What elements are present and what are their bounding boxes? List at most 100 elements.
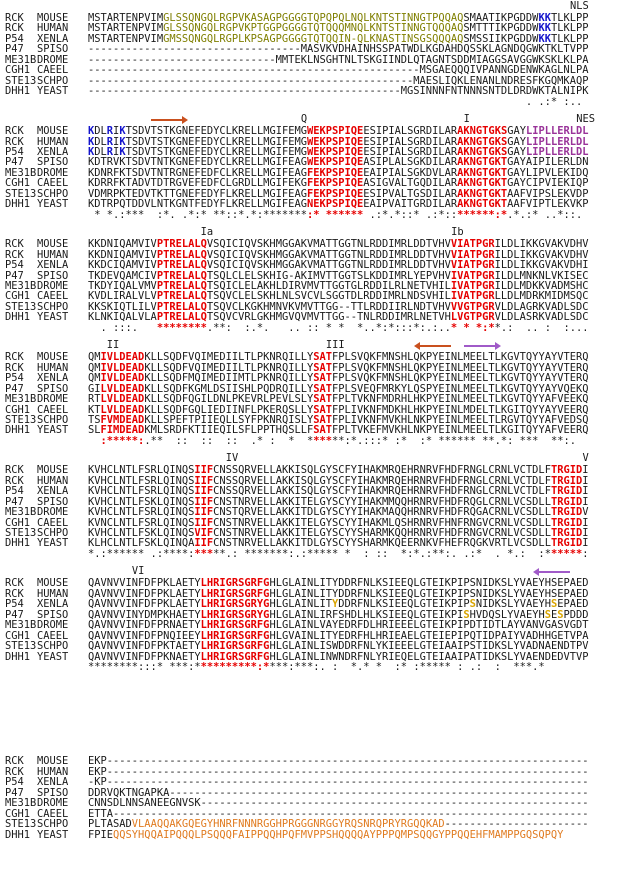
sequence-segment: I [582, 527, 589, 540]
sequence-segment: QM [88, 372, 101, 385]
species-label: HUMAN [37, 248, 69, 261]
sequence-segment: GLSSQNGQLRGPVKASAGPGGGGTQPQPQLNQLKNTSTIN… [163, 12, 464, 24]
alignment-row: P47 SPISO TKDEVQAMCIVPTRELALQTSQLCLELSKHIG… [0, 269, 624, 282]
gene-label: P47 [5, 269, 24, 282]
alignment-row: P54 XENLA -KP-----------------------------… [0, 777, 624, 788]
sequence: QAVNVVINFDFPKLAETYLHRIGRSGRYGHLGLAINLITY… [88, 599, 589, 609]
consensus-row: *.:****** .:****:*****.: *******:.:*****… [0, 549, 624, 559]
sequence-segment: TRGID [550, 516, 583, 529]
alignment-row: CGH1 CAEEL KVNCLNTLFSRLQINQSIIFCNSTNRVELLA… [0, 516, 624, 529]
sequence-segment: TSQVCVRLGKHMGVQVMVTTGG--TNLRDDIMRLNETVH [206, 311, 451, 324]
sequence: TSFVMDEADKLLSPEFTPIIEQLLSYFPKNRQISLYSATF… [88, 415, 588, 425]
species-label: SCHPO [37, 527, 69, 540]
sequence-segment: WEKPSPIQE [306, 156, 364, 169]
gene-label: ME31B [5, 53, 37, 66]
gene-label: ME31B [5, 279, 37, 292]
sequence-segment: ----------------------------------------… [169, 786, 589, 799]
sequence-segment: FPLTVKEFMVKHLNKPYEINLMEELTLKGITQYYAFVEER… [332, 424, 589, 437]
sequence-segment: GLSSQNGQLRGPVKPTGGPGGGGTQTQQQMNQLKNTSTIN… [163, 22, 464, 35]
species-label: HUMAN [37, 135, 69, 148]
sequence-segment: VIATPGR [450, 259, 495, 272]
alignment-row: STE13 SCHPO KVHCLNTLFSKLQINQSVIFCNSTNRVELL… [0, 527, 624, 540]
species-label: MOUSE [37, 577, 69, 590]
sequence-segment: AAFVIPSLEKVDP [507, 187, 589, 200]
sequence-segment: AKNGTGKS [457, 145, 508, 158]
sequence-segment: Y [332, 598, 339, 611]
sequence-segment: TSDVTSTKGNEFEDYCLKRELLMGIFEMG [125, 145, 307, 158]
sequence-segment: **.: *******:.:***** * : :: *:*.:**:. .:… [213, 547, 551, 560]
sequence-segment: KVHCLNTLFSRLQINQS [88, 464, 195, 477]
sequence-segment: PTRELALQ [156, 300, 207, 313]
sequence-segment: VIATPGR [450, 248, 495, 261]
species-label: SCHPO [37, 300, 69, 313]
sequence-segment: PTRELALQ [156, 311, 207, 324]
species-label: CAEEL [37, 290, 69, 303]
sequence-segment: LVLDEAD [100, 403, 145, 416]
sequence-segment: HLGLAINLIRFSHDLHLKSIEEQLGTEIKPI [269, 608, 464, 621]
species-label: SPISO [37, 382, 69, 395]
alignment-row: CGH1 CAEEL KDRRFKTADVTDTRGVEFEDFCLGRDLLMGI… [0, 178, 624, 189]
sequence-segment: ----------------------------------------… [88, 85, 589, 98]
sequence: ETTA------------------------------------… [88, 809, 588, 819]
sequence-segment: KK [538, 12, 551, 24]
sequence: KVHCLNTLFSKLQINQSVIFCNSTNRVELLAKKITELGYS… [88, 528, 589, 538]
sequence-segment: KK [538, 32, 551, 45]
sequence-segment: I [582, 516, 589, 529]
sequence-segment: ******** [156, 321, 207, 334]
gene-label: RCK [5, 361, 24, 374]
species-label: XENLA [37, 598, 69, 611]
species-label: SCHPO [37, 74, 69, 87]
alignment-row: RCK HUMAN EKP-----------------------------… [0, 766, 624, 777]
sequence-segment: ASIPLALSGKDILAR [363, 156, 458, 169]
sequence-segment: LLDLMDRKMIDMSQC [494, 290, 589, 303]
sequence-segment: : [582, 547, 589, 560]
motif-label-iv: IV [225, 452, 239, 465]
species-label: HUMAN [37, 361, 69, 374]
sequence-segment: VLDLASRKVADLSDC [494, 311, 589, 324]
species-label: HUMAN [37, 474, 69, 487]
gene-label: STE13 [5, 300, 37, 313]
species-label: YEAST [37, 424, 69, 437]
sequence-segment: DDRFNLKSIEEQLGTEIKPIP [338, 598, 470, 611]
species-label: MOUSE [37, 12, 69, 24]
sequence-segment: VDMRPKTEDVTKTTGNEFEDYFLKRELLMGIFEAG [88, 187, 307, 200]
sequence-segment: MSTARTENPVIM [88, 12, 164, 24]
sequence: KVDLIRALVLVPTRELALQTSQVCLELSKHLNLSVCVLSG… [88, 291, 589, 301]
gene-label [5, 549, 37, 559]
species-label [37, 323, 88, 333]
sequence-segment: S [557, 608, 564, 621]
sequence-segment: TSDVTSTKGNEFEDYCLKRELLMGIFEMG [125, 135, 307, 148]
alignment-row: P47 SPISO --------------------------------… [0, 44, 624, 55]
species-label: MOUSE [37, 755, 69, 768]
species-label: YEAST [37, 537, 69, 550]
sequence-segment: . .:* :.. [88, 95, 583, 108]
species-label: XENLA [37, 32, 69, 45]
sequence-segment: QM [88, 351, 101, 364]
sequence-segment: *** [313, 434, 332, 447]
species-label: MOUSE [37, 125, 69, 138]
gene-label: DHH1 [5, 424, 31, 437]
consensus-row: . :::. ********.**: :.*. .. :: * * *..*:… [0, 323, 624, 333]
gene-label: STE13 [5, 640, 37, 653]
sequence: SLFIMDEADKMLSRDFKTIIEQILSFLPPTHQSLLFSATF… [88, 425, 588, 435]
sequence-segment: R [106, 145, 114, 158]
consensus-symbols: . :::. ********.**: :.*. .. :: * * *..*:… [88, 323, 589, 333]
sequence-segment: .**: :.*. .. :: * * *..*:*:::*:.:.. [206, 321, 451, 334]
gene-label: RCK [5, 474, 24, 487]
sequence-segment: PTRELALQ [156, 248, 207, 261]
sequence-segment: AAFVIPTLEKVKP [507, 198, 589, 211]
sequence-segment: AKNGTGKT [457, 156, 508, 169]
sequence-segment: **:*.:::* :* :* ****** **.*: *** **:. [332, 434, 576, 447]
sequence: KKDNIQAMVIVPTRELALQVSQICIQVSKHMGGAKVMATT… [88, 248, 589, 261]
sequence-segment: SAT [313, 403, 332, 416]
sequence-segment: TLKLPP [550, 22, 589, 35]
sequence-segment: FPLIVKNFMDKHLHKPYEINLMDELTLKGITQYYAYVEER… [332, 403, 589, 416]
gene-label: P47 [5, 156, 24, 169]
sequence-segment: VIATPGR [450, 238, 495, 251]
sequence: KDTRVKTSDVTNTKGNEFEDYCLKRELLMGIFEAGWEKPS… [88, 157, 588, 167]
sequence-segment: CNSTNRVELLAKKITELGYSCYYIHAKMLQSHRNRVFHNF… [213, 516, 551, 529]
sequence-segment: EAIPIALSGKDVLAR [363, 166, 458, 179]
sequence-segment: IVLDEAD [100, 361, 145, 374]
sequence-segment: MSTARTENPVIM [88, 32, 164, 45]
sequence-segment: KT [88, 403, 101, 416]
